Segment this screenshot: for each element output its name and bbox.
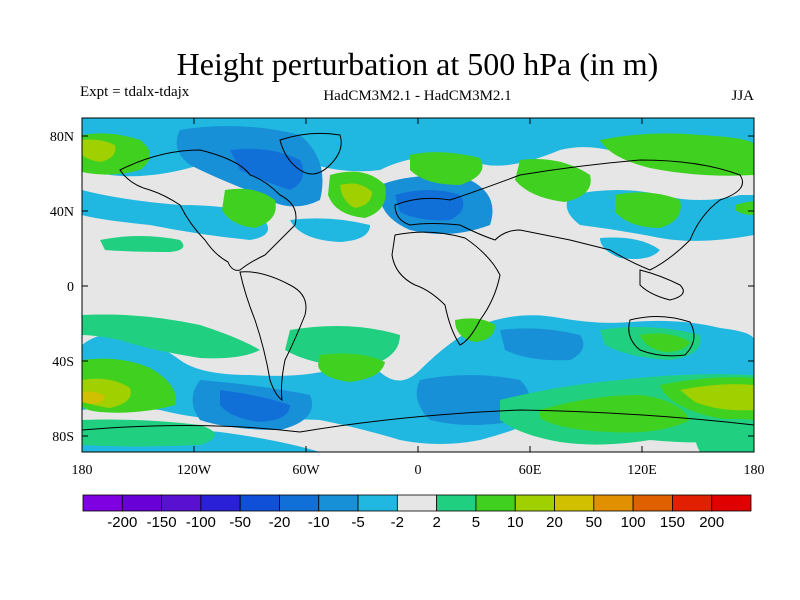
colorbar-label: -150 [147,514,177,531]
lat-tick-label: 80S [52,430,74,445]
colorbar-swatch [554,494,595,512]
longitude-labels: 180 120W 60W 0 60E 120E 180 [72,463,765,478]
colorbar-label: -20 [269,514,291,531]
antarctica-outline [82,409,754,433]
colorbar-swatch [121,494,162,512]
colorbar-label: -200 [107,514,137,531]
lat-tick-label: 0 [67,280,74,295]
positive-anomaly-regions [82,133,754,452]
colorbar-label: 200 [699,514,724,531]
model-label: HadCM3M2.1 - HadCM3M2.1 [323,88,512,104]
colorbar [82,494,752,512]
colorbar-swatch [711,494,752,512]
lon-tick-label: 120E [627,463,657,478]
latitude-axis [82,135,754,437]
map-title: Height perturbation at 500 hPa (in m) [176,46,659,82]
colorbar-swatch [200,494,241,512]
maritime-asia-outline [639,269,684,301]
colorbar-label: 100 [621,514,646,531]
colorbar-swatch [239,494,280,512]
colorbar-label: -50 [229,514,251,531]
lon-tick-label: 180 [72,463,93,478]
lon-tick-label: 0 [415,463,422,478]
colorbar-label: 50 [585,514,602,531]
experiment-label: Expt = tdalx-tdajx [80,84,190,100]
colorbar-swatch [593,494,634,512]
colorbar-swatch [475,494,516,512]
colorbar-swatch [436,494,477,512]
lon-tick-label: 180 [744,463,765,478]
colorbar-swatch [357,494,398,512]
lat-tick-label: 80N [50,130,74,145]
colorbar-swatch [632,494,673,512]
south-america-outline [239,271,307,402]
australia-outline [628,316,695,357]
negative-anomaly-regions [82,118,754,452]
lat-tick-label: 40N [50,205,74,220]
colorbar-swatch [279,494,320,512]
colorbar-label: 5 [472,514,480,531]
lon-tick-label: 120W [177,463,212,478]
colorbar-label: -2 [391,514,404,531]
colorbar-swatch [82,494,123,512]
colorbar-swatch [396,494,438,512]
coastlines [82,132,754,433]
lat-tick-label: 40S [52,355,74,370]
greenland-outline [279,132,342,175]
colorbar-label: -100 [186,514,216,531]
colorbar-swatch [161,494,202,512]
lon-tick-label: 60W [292,463,320,478]
colorbar-labels: -200 -150 -100 -50 -20 -10 -5 -2 2 5 10 20 50 100 150 2… [107,514,724,531]
colorbar-label: 10 [507,514,524,531]
map-panel [82,118,754,452]
north-america-outline [119,149,297,271]
colorbar-swatch [672,494,713,512]
africa-outline [391,231,501,346]
season-label: JJA [731,88,754,104]
colorbar-swatch [318,494,359,512]
colorbar-label: -5 [351,514,364,531]
lon-tick-label: 60E [519,463,542,478]
colorbar-label: 20 [546,514,563,531]
colorbar-label: 2 [432,514,440,531]
colorbar-swatch [514,494,555,512]
latitude-labels: 80N 40N 0 40S 80S [50,130,74,445]
colorbar-label: -10 [308,514,330,531]
eurasia-outline [394,159,743,271]
longitude-axis [81,118,755,452]
colorbar-label: 150 [660,514,685,531]
